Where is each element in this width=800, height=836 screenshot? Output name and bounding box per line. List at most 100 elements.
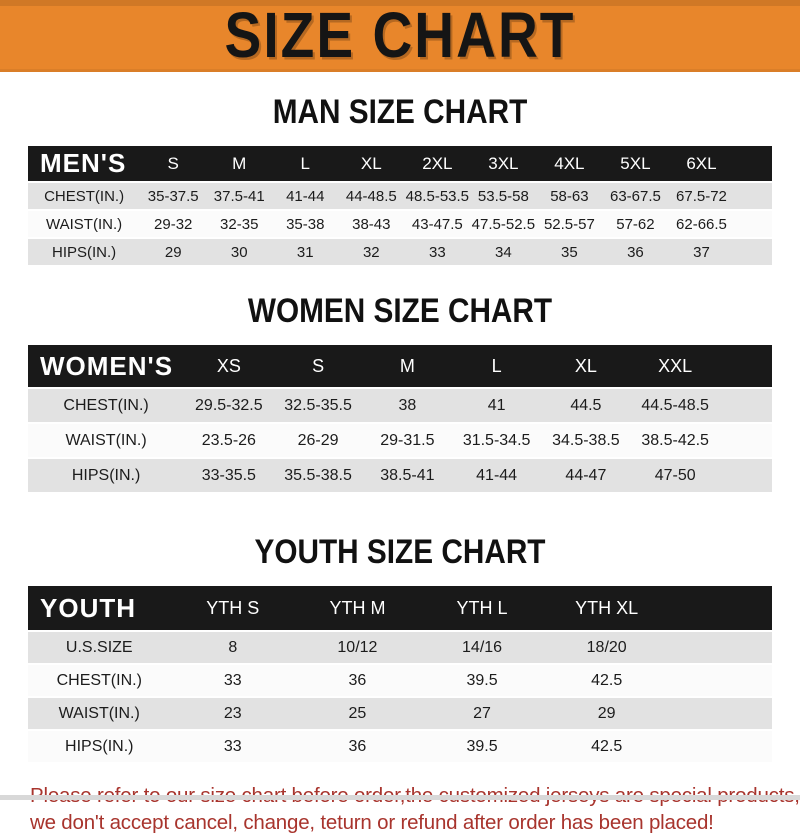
row-spacer xyxy=(669,632,772,665)
youth-size-section: YOUTH SIZE CHART YOUTH YTH S YTH M YTH L YTH… xyxy=(0,531,800,764)
size-value-cell: 48.5-53.5 xyxy=(404,183,471,211)
size-value-cell: 36 xyxy=(295,731,420,764)
size-value-cell: 39.5 xyxy=(419,731,545,764)
size-value-cell: 42.5 xyxy=(544,731,669,764)
size-value-cell: 63-67.5 xyxy=(602,183,669,211)
size-value-cell: 44-48.5 xyxy=(338,183,405,211)
size-value-cell: 35-37.5 xyxy=(140,183,207,211)
size-value-cell: 62-66.5 xyxy=(668,211,735,239)
size-value-cell: 14/16 xyxy=(419,632,545,665)
size-value-cell: 36 xyxy=(295,665,420,698)
bottom-divider xyxy=(0,795,800,800)
table-header-label: MEN'S xyxy=(28,146,141,183)
size-value-cell: 27 xyxy=(419,698,545,731)
size-value-cell: 35.5-38.5 xyxy=(273,459,363,494)
table-row: CHEST(IN.) 33 36 39.5 42.5 xyxy=(28,665,772,698)
size-value-cell: 67.5-72 xyxy=(668,183,735,211)
size-value-cell: 41-44 xyxy=(272,183,339,211)
table-row: WAIST(IN.) 23.5-26 26-29 29-31.5 31.5-34.5 34… xyxy=(28,424,772,459)
size-value-cell: 29 xyxy=(544,698,669,731)
women-table-header-row: WOMEN'S XS S M L XL XXL xyxy=(28,345,772,389)
size-value-cell: 25 xyxy=(295,698,420,731)
row-spacer xyxy=(719,424,772,459)
table-row: HIPS(IN.) 33 36 39.5 42.5 xyxy=(28,731,772,764)
size-column-header: L xyxy=(451,345,542,389)
table-header-label: WOMEN'S xyxy=(28,345,185,389)
size-value-cell: 23 xyxy=(170,698,296,731)
size-value-cell: 29-31.5 xyxy=(362,424,452,459)
size-value-cell: 33 xyxy=(170,665,296,698)
page-title: SIZE CHART xyxy=(224,0,576,72)
size-value-cell: 38 xyxy=(362,389,452,424)
size-value-cell: 38.5-41 xyxy=(362,459,452,494)
size-value-cell: 44.5-48.5 xyxy=(630,389,720,424)
size-column-header: 3XL xyxy=(470,146,537,183)
table-row: CHEST(IN.) 29.5-32.5 32.5-35.5 38 41 44.5 44.5… xyxy=(28,389,772,424)
men-size-section: MAN SIZE CHART MEN'S S M L XL 2XL 3XL 4XL 5XL 6XL… xyxy=(0,92,800,267)
table-row: CHEST(IN.) 35-37.5 37.5-41 41-44 44-48.5 48.5… xyxy=(28,183,772,211)
size-column-header: 6XL xyxy=(668,146,735,183)
size-value-cell: 29 xyxy=(140,239,207,267)
footer-note-line2: we don't accept cancel, change, teturn o… xyxy=(30,811,714,834)
size-value-cell: 34.5-38.5 xyxy=(541,424,631,459)
row-label: WAIST(IN.) xyxy=(28,698,171,731)
size-column-header: S xyxy=(273,345,363,389)
women-size-table: WOMEN'S XS S M L XL XXL CHEST(IN.) 29.5-32.5 32.… xyxy=(28,345,772,494)
women-table-body: CHEST(IN.) 29.5-32.5 32.5-35.5 38 41 44.5 44.5… xyxy=(28,389,772,494)
women-section-title: WOMEN SIZE CHART xyxy=(247,290,553,331)
size-value-cell: 58-63 xyxy=(536,183,603,211)
size-column-header: 5XL xyxy=(602,146,669,183)
size-column-header: L xyxy=(272,146,339,183)
size-value-cell: 10/12 xyxy=(295,632,420,665)
size-value-cell: 26-29 xyxy=(273,424,363,459)
men-table-body: CHEST(IN.) 35-37.5 37.5-41 41-44 44-48.5 48.5… xyxy=(28,183,772,267)
youth-size-table: YOUTH YTH S YTH M YTH L YTH XL U.S.SIZE 8 10/1… xyxy=(28,586,772,764)
size-column-header: YTH L xyxy=(419,586,545,632)
header-spacer xyxy=(734,146,772,183)
size-column-header: YTH M xyxy=(295,586,420,632)
row-spacer xyxy=(669,731,772,764)
men-size-table: MEN'S S M L XL 2XL 3XL 4XL 5XL 6XL CHEST(IN.) 35-3… xyxy=(28,146,772,267)
size-value-cell: 35-38 xyxy=(272,211,339,239)
row-spacer xyxy=(734,239,772,267)
size-value-cell: 37 xyxy=(668,239,735,267)
row-label: WAIST(IN.) xyxy=(28,424,185,459)
size-value-cell: 29.5-32.5 xyxy=(184,389,274,424)
size-value-cell: 32.5-35.5 xyxy=(273,389,363,424)
size-value-cell: 34 xyxy=(470,239,537,267)
row-label: HIPS(IN.) xyxy=(28,731,171,764)
size-value-cell: 41 xyxy=(451,389,542,424)
size-column-header: S xyxy=(140,146,207,183)
size-value-cell: 44.5 xyxy=(541,389,631,424)
row-spacer xyxy=(734,211,772,239)
table-header-label: YOUTH xyxy=(28,586,171,632)
row-spacer xyxy=(719,389,772,424)
youth-section-title: YOUTH SIZE CHART xyxy=(254,531,546,572)
row-label: CHEST(IN.) xyxy=(28,389,185,424)
row-label: CHEST(IN.) xyxy=(28,665,171,698)
table-row: HIPS(IN.) 33-35.5 35.5-38.5 38.5-41 41-44 44-… xyxy=(28,459,772,494)
size-value-cell: 30 xyxy=(206,239,273,267)
table-row: WAIST(IN.) 23 25 27 29 xyxy=(28,698,772,731)
size-value-cell: 52.5-57 xyxy=(536,211,603,239)
men-table-header-row: MEN'S S M L XL 2XL 3XL 4XL 5XL 6XL xyxy=(28,146,772,183)
row-label: HIPS(IN.) xyxy=(28,459,185,494)
size-column-header: M xyxy=(206,146,273,183)
header-spacer xyxy=(719,345,772,389)
size-value-cell: 39.5 xyxy=(419,665,545,698)
size-value-cell: 32-35 xyxy=(206,211,273,239)
size-value-cell: 35 xyxy=(536,239,603,267)
size-value-cell: 8 xyxy=(170,632,296,665)
size-column-header: XXL xyxy=(630,345,720,389)
women-size-section: WOMEN SIZE CHART WOMEN'S XS S M L XL XXL CHEST… xyxy=(0,290,800,494)
size-column-header: M xyxy=(362,345,452,389)
size-value-cell: 36 xyxy=(602,239,669,267)
row-label: U.S.SIZE xyxy=(28,632,171,665)
size-value-cell: 37.5-41 xyxy=(206,183,273,211)
size-value-cell: 23.5-26 xyxy=(184,424,274,459)
row-label: HIPS(IN.) xyxy=(28,239,141,267)
size-column-header: 4XL xyxy=(536,146,603,183)
size-value-cell: 38.5-42.5 xyxy=(630,424,720,459)
size-value-cell: 33-35.5 xyxy=(184,459,274,494)
